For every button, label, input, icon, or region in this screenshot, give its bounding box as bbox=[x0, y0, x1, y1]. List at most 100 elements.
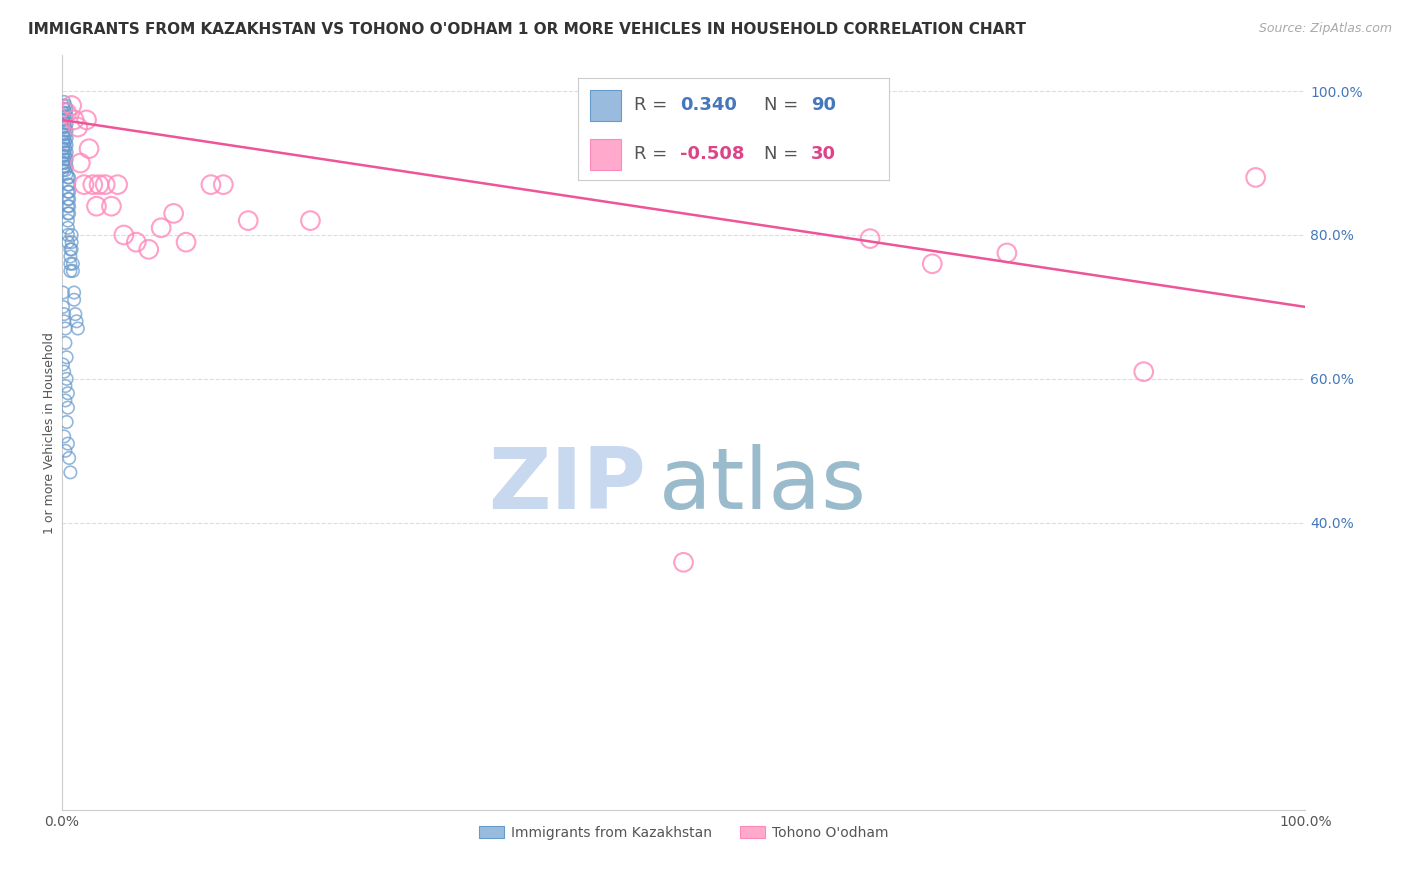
Point bbox=[150, 220, 173, 235]
Point bbox=[66, 120, 89, 134]
Point bbox=[59, 466, 82, 480]
Point bbox=[212, 178, 235, 192]
Point bbox=[200, 178, 222, 192]
Point bbox=[87, 178, 110, 192]
Point bbox=[56, 170, 79, 185]
Point bbox=[53, 145, 76, 160]
Point bbox=[56, 192, 79, 206]
Point bbox=[82, 178, 104, 192]
Point bbox=[94, 178, 117, 192]
Point bbox=[56, 185, 79, 199]
Point bbox=[55, 160, 77, 174]
Point bbox=[53, 102, 76, 116]
Point bbox=[52, 142, 75, 156]
Point bbox=[53, 131, 76, 145]
Point bbox=[55, 153, 77, 167]
Point bbox=[55, 120, 77, 134]
Point bbox=[55, 149, 77, 163]
Point bbox=[162, 206, 184, 220]
Point bbox=[52, 120, 75, 134]
Point bbox=[100, 199, 122, 213]
Point bbox=[174, 235, 197, 250]
Point bbox=[55, 393, 77, 408]
Point bbox=[63, 293, 86, 307]
Point bbox=[55, 105, 77, 120]
Point bbox=[56, 178, 79, 192]
Point bbox=[58, 185, 80, 199]
Point bbox=[238, 213, 260, 227]
Point bbox=[52, 163, 75, 178]
Point bbox=[53, 109, 76, 123]
Y-axis label: 1 or more Vehicles in Household: 1 or more Vehicles in Household bbox=[44, 332, 56, 533]
Point bbox=[53, 307, 76, 321]
Point bbox=[55, 415, 77, 429]
Point bbox=[62, 264, 84, 278]
Point bbox=[53, 160, 76, 174]
Point bbox=[55, 105, 77, 120]
Point bbox=[52, 105, 75, 120]
Point bbox=[56, 386, 79, 401]
Point bbox=[55, 123, 77, 137]
Point bbox=[1132, 365, 1154, 379]
Point bbox=[55, 145, 77, 160]
Point bbox=[55, 321, 77, 335]
Point bbox=[56, 227, 79, 242]
Point bbox=[112, 227, 135, 242]
Point bbox=[56, 401, 79, 415]
Point bbox=[53, 123, 76, 137]
Text: IMMIGRANTS FROM KAZAKHSTAN VS TOHONO O'ODHAM 1 OR MORE VEHICLES IN HOUSEHOLD COR: IMMIGRANTS FROM KAZAKHSTAN VS TOHONO O'O… bbox=[28, 22, 1026, 37]
Point bbox=[52, 156, 75, 170]
Point bbox=[672, 555, 695, 569]
Point bbox=[60, 235, 83, 250]
Point bbox=[138, 243, 160, 257]
Point bbox=[56, 213, 79, 227]
Point bbox=[52, 285, 75, 300]
Point bbox=[52, 149, 75, 163]
Point bbox=[52, 358, 75, 372]
Point bbox=[58, 206, 80, 220]
Point bbox=[58, 192, 80, 206]
Point bbox=[55, 372, 77, 386]
Point bbox=[53, 116, 76, 130]
Point bbox=[921, 257, 943, 271]
Point bbox=[55, 167, 77, 181]
Point bbox=[55, 112, 77, 127]
Point bbox=[55, 131, 77, 145]
Point bbox=[59, 264, 82, 278]
Point bbox=[73, 178, 96, 192]
Point bbox=[59, 243, 82, 257]
Point bbox=[995, 246, 1018, 260]
Point bbox=[52, 98, 75, 112]
Point bbox=[59, 257, 82, 271]
Point bbox=[55, 443, 77, 458]
Point bbox=[56, 436, 79, 450]
Point bbox=[63, 285, 86, 300]
Text: atlas: atlas bbox=[658, 444, 866, 527]
Point bbox=[60, 243, 83, 257]
Point bbox=[77, 142, 100, 156]
Point bbox=[859, 231, 882, 245]
Point bbox=[55, 109, 77, 123]
Point bbox=[299, 213, 322, 227]
Point bbox=[52, 135, 75, 149]
Point bbox=[52, 300, 75, 314]
Point bbox=[56, 199, 79, 213]
Point bbox=[63, 112, 86, 127]
Point bbox=[65, 307, 87, 321]
Point bbox=[55, 116, 77, 130]
Point bbox=[55, 98, 77, 112]
Point bbox=[69, 156, 91, 170]
Point bbox=[55, 138, 77, 153]
Point bbox=[66, 321, 89, 335]
Point bbox=[55, 135, 77, 149]
Point bbox=[55, 163, 77, 178]
Point bbox=[56, 220, 79, 235]
Point bbox=[58, 170, 80, 185]
Point bbox=[55, 102, 77, 116]
Point bbox=[58, 199, 80, 213]
Point bbox=[52, 128, 75, 142]
Point bbox=[53, 138, 76, 153]
Point bbox=[62, 257, 84, 271]
Point bbox=[55, 156, 77, 170]
Point bbox=[53, 153, 76, 167]
